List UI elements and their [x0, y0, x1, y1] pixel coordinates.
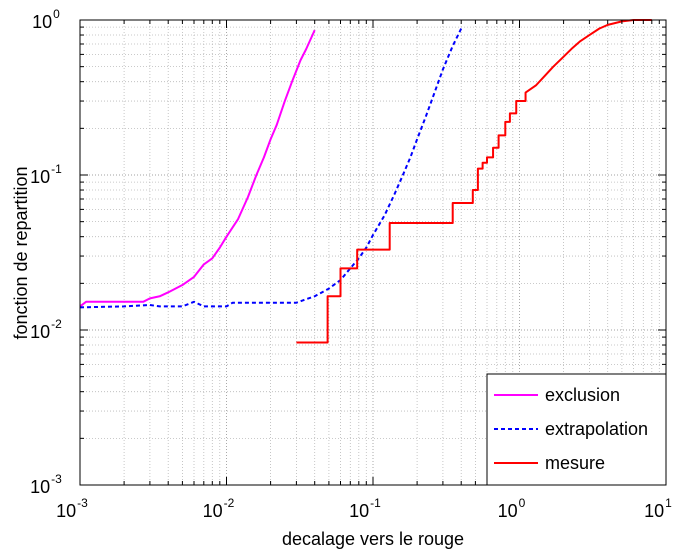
legend-label-extrapolation: extrapolation — [545, 419, 648, 439]
series-line-exclusion — [79, 29, 316, 308]
x-tick-label: 101 — [644, 496, 672, 521]
series-line-mesure — [296, 19, 652, 344]
legend-label-mesure: mesure — [545, 453, 605, 473]
x-tick-label: 10-1 — [349, 496, 381, 521]
x-tick-label: 10-3 — [56, 496, 88, 521]
series-line-extrapolation — [79, 28, 463, 309]
x-tick-label: 100 — [498, 496, 526, 521]
y-axis-label: fonction de repartition — [11, 166, 31, 339]
x-axis-label: decalage vers le rouge — [282, 529, 464, 549]
series-layer — [79, 19, 652, 344]
legend-label-exclusion: exclusion — [545, 385, 620, 405]
legend: exclusion extrapolation mesure — [486, 373, 667, 486]
y-tick-label: 10-2 — [30, 317, 62, 342]
y-tick-label: 10-3 — [30, 472, 62, 497]
x-tick-label: 10-2 — [203, 496, 235, 521]
y-tick-label: 100 — [32, 7, 60, 32]
y-tick-label: 10-1 — [30, 162, 62, 187]
